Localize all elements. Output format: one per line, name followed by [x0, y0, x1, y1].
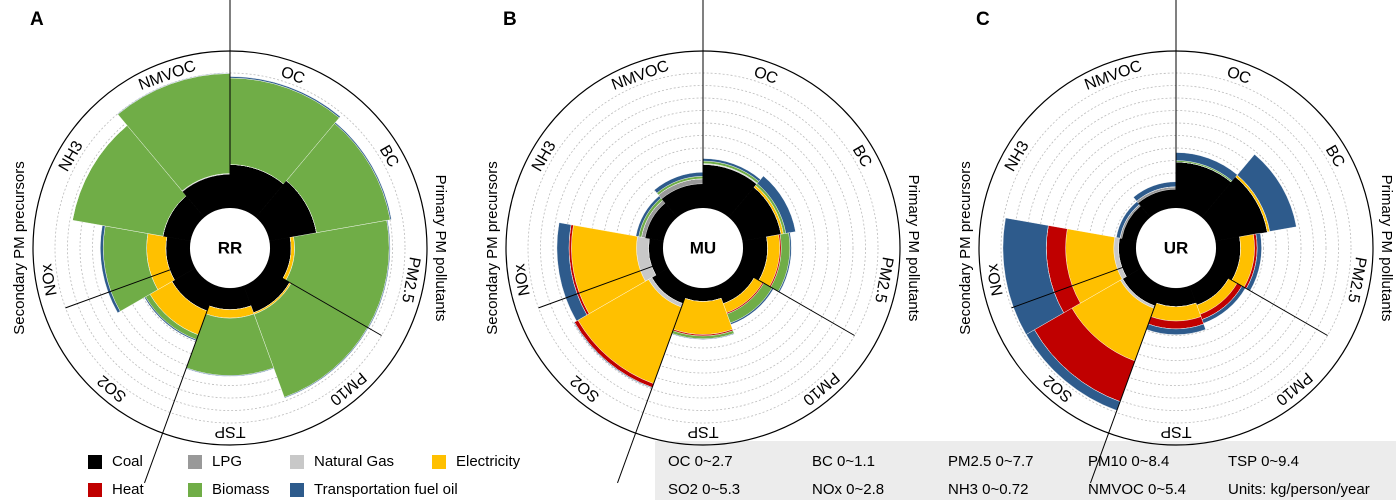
- axis-line: [1011, 261, 1139, 309]
- scale-key-item: SO2 0~5.3: [668, 481, 740, 498]
- bar-segment: [334, 122, 392, 220]
- scale-key-item: OC 0~2.7: [668, 453, 733, 470]
- category-label: OC: [751, 64, 779, 88]
- center-hole: [190, 208, 270, 288]
- category-label: NMVOC: [609, 58, 671, 94]
- legend-swatch: [88, 455, 102, 469]
- scale-key-item: BC 0~1.1: [812, 453, 875, 470]
- panel-label: A: [30, 9, 44, 30]
- polar-chart: OCBCPM2.5PM10TSPSO2NOxNH3NMVOCRRAPrimary…: [11, 0, 449, 484]
- category-label: SO2: [94, 372, 130, 406]
- polar-chart: OCBCPM2.5PM10TSPSO2NOxNH3NMVOCMUBPrimary…: [484, 0, 922, 484]
- category-label: NOx: [38, 263, 60, 297]
- category-label: TSP: [214, 423, 245, 440]
- group-label: Secondary PM precursors: [484, 161, 501, 334]
- axis-line: [144, 285, 217, 484]
- category-label: NOx: [511, 263, 533, 297]
- legend-swatch: [188, 483, 202, 497]
- category-label: TSP: [1160, 423, 1191, 440]
- grid-circle: [565, 110, 841, 386]
- center-hole: [663, 208, 743, 288]
- axis-line: [538, 261, 666, 309]
- category-label: BC: [849, 142, 875, 170]
- legend-label: Transportation fuel oil: [314, 481, 458, 498]
- group-label: Primary PM pollutants: [1378, 175, 1395, 322]
- group-label: Primary PM pollutants: [905, 175, 922, 322]
- grid-circle: [552, 97, 854, 399]
- axis-line: [617, 285, 690, 484]
- legend-swatch: [290, 483, 304, 497]
- polar-chart: OCBCPM2.5PM10TSPSO2NOxNH3NMVOCURCPrimary…: [957, 0, 1395, 484]
- group-label: Secondary PM precursors: [11, 161, 28, 334]
- legend-label: Heat: [112, 481, 145, 498]
- bar-segment: [1236, 154, 1297, 232]
- category-label: OC: [278, 64, 306, 88]
- panel-label: B: [503, 9, 517, 30]
- category-label: SO2: [567, 372, 603, 406]
- category-label: NMVOC: [1082, 58, 1144, 94]
- axis-line: [1090, 285, 1163, 484]
- scale-key-box: [655, 441, 1396, 500]
- category-label: NH3: [529, 138, 560, 174]
- legend-label: Coal: [112, 453, 143, 470]
- scale-key-item: PM10 0~8.4: [1088, 453, 1169, 470]
- legend-swatch: [290, 455, 304, 469]
- category-label: NH3: [1002, 138, 1033, 174]
- bar-segment: [1155, 285, 1197, 307]
- units-label: Units: kg/person/year: [1228, 481, 1370, 498]
- group-label: Primary PM pollutants: [432, 175, 449, 322]
- center-label: UR: [1164, 238, 1189, 257]
- bar-segment: [573, 321, 653, 389]
- scale-key-item: PM2.5 0~7.7: [948, 453, 1033, 470]
- axis-line: [264, 267, 382, 336]
- center-label: RR: [218, 238, 243, 257]
- scale-key-item: NH3 0~0.72: [948, 481, 1028, 498]
- legend-swatch: [188, 455, 202, 469]
- category-label: BC: [1322, 142, 1348, 170]
- legend-swatch: [432, 455, 446, 469]
- grid-circle: [1025, 97, 1327, 399]
- grid-circle: [1088, 160, 1264, 336]
- category-label: NH3: [56, 138, 87, 174]
- scale-key-item: TSP 0~9.4: [1228, 453, 1299, 470]
- center-label: MU: [690, 238, 716, 257]
- category-label: BC: [376, 142, 402, 170]
- bar-segment: [284, 327, 369, 399]
- legend-label: Natural Gas: [314, 453, 394, 470]
- panel-label: C: [976, 9, 990, 30]
- axis-line: [65, 261, 193, 309]
- legend-label: Electricity: [456, 453, 521, 470]
- grid-circle: [1038, 110, 1314, 386]
- scale-key-item: NOx 0~2.8: [812, 481, 884, 498]
- bar-segment: [229, 76, 341, 119]
- category-label: TSP: [687, 423, 718, 440]
- legend-swatch: [88, 483, 102, 497]
- category-label: OC: [1224, 64, 1252, 88]
- category-label: NOx: [984, 263, 1006, 297]
- axis-line: [737, 267, 855, 336]
- legend-label: LPG: [212, 453, 242, 470]
- axis-line: [1210, 267, 1328, 336]
- bar-segment: [756, 175, 796, 234]
- legend-label: Biomass: [212, 481, 270, 498]
- scale-key-item: NMVOC 0~5.4: [1088, 481, 1186, 498]
- center-hole: [1136, 208, 1216, 288]
- group-label: Secondary PM precursors: [957, 161, 974, 334]
